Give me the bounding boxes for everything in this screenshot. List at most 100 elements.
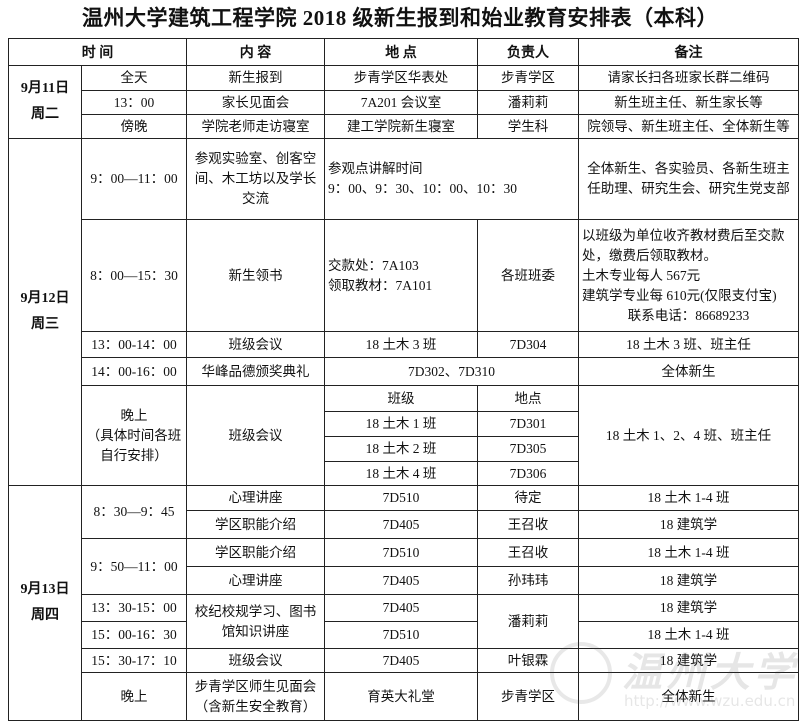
content: 学区职能介绍 — [186, 538, 325, 567]
person: 孙玮玮 — [477, 566, 579, 595]
place: 7D405 — [324, 648, 478, 673]
content: 校纪校规学习、图书馆知识讲座 — [186, 594, 325, 649]
content: 学区职能介绍 — [186, 510, 325, 539]
table-row: 15：30-17：10 班级会议 7D405 叶银霖 18 建筑学 — [9, 648, 799, 673]
content: 学院老师走访寝室 — [186, 114, 325, 139]
time: 晚上 （具体时间各班自行安排） — [81, 385, 187, 486]
person: 王召收 — [477, 510, 579, 539]
place: 7A201 会议室 — [324, 90, 478, 115]
table-row: 14：00-16：00 华峰品德颁奖典礼 7D302、7D310 全体新生 — [9, 357, 799, 386]
place-line: 领取教材：7A101 — [328, 277, 433, 293]
place: 交款处：7A103 领取教材：7A101 — [324, 219, 478, 332]
day3-date-cell: 9月13日周四 — [8, 485, 82, 721]
header-time: 时 间 — [8, 38, 187, 66]
place: 7D301 — [477, 411, 579, 437]
place: 7D405 — [324, 510, 478, 539]
place: 7D510 — [324, 485, 478, 511]
table-row: 9月13日周四 8：30—9：45 心理讲座 7D510 待定 18 土木 1-… — [8, 485, 799, 721]
sub-header-place: 地点 — [477, 385, 579, 412]
time: 晚上 — [81, 672, 187, 721]
table-row: 13：30-15：00 校纪校规学习、图书馆知识讲座 7D405 潘莉莉 18 … — [9, 594, 799, 649]
time: 15：00-16：30 — [81, 621, 187, 649]
time: 14：00-16：00 — [81, 357, 187, 386]
note: 以班级为单位收齐教材费后至交款处，缴费后领取教材。土木专业每人 567元建筑学专… — [578, 219, 799, 332]
person: 潘莉莉 — [477, 90, 579, 115]
place: 7D305 — [477, 436, 579, 462]
weekday: 周二 — [31, 107, 59, 122]
person: 步青学区 — [477, 672, 579, 721]
note-line: 建筑学专业每 610元(仅限支付宝) — [582, 287, 777, 303]
note: 18 土木 3 班、班主任 — [578, 331, 799, 358]
time: 9：50—11：00 — [81, 538, 187, 595]
time: 13：00-14：00 — [81, 331, 187, 358]
table-row: 13：00 家长见面会 7A201 会议室 潘莉莉 新生班主任、新生家长等 — [9, 90, 799, 115]
table-row: 9：50—11：00 学区职能介绍 7D510 王召收 18 土木 1-4 班 — [9, 538, 799, 595]
person: 叶银霖 — [477, 648, 579, 673]
note-line: 联系电话：86689233 — [627, 307, 750, 323]
time: 13：00 — [81, 90, 187, 115]
date: 9月11日 — [20, 81, 70, 96]
person: 待定 — [477, 485, 579, 511]
content: 新生报到 — [186, 65, 325, 91]
content: 华峰品德颁奖典礼 — [186, 357, 325, 386]
header-note: 备注 — [578, 38, 799, 66]
note: 18 建筑学 — [578, 510, 799, 539]
content: 班级会议 — [186, 648, 325, 673]
date: 9月12日 — [20, 291, 70, 306]
note: 18 建筑学 — [578, 648, 799, 673]
note: 新生班主任、新生家长等 — [578, 90, 799, 115]
person: 王召收 — [477, 538, 579, 567]
place: 7D510 — [324, 538, 478, 567]
place: 7D510 — [324, 621, 478, 649]
place: 7D405 — [324, 566, 478, 595]
note: 18 建筑学 — [578, 594, 799, 622]
person: 步青学区 — [477, 65, 579, 91]
note: 18 土木 1-4 班 — [578, 485, 799, 511]
day1-date-cell: 9月11日周二 — [8, 65, 82, 139]
schedule-table: 时 间 内 容 地 点 负责人 备注 9月11日 周二 全天 新生报到 步青学区华… — [8, 38, 799, 721]
time: 8：30—9：45 — [81, 485, 187, 539]
table-row: 8：00—15：30 新生领书 交款处：7A103 领取教材：7A101 各班班委… — [9, 219, 799, 332]
note-line: 以班级为单位收齐教材费后至交款处，缴费后领取教材。 — [582, 227, 785, 263]
note: 全体新生 — [578, 672, 799, 721]
time: 傍晚 — [81, 114, 187, 139]
note: 18 建筑学 — [578, 566, 799, 595]
place: 参观点讲解时间 9：00、9：30、10：00、10：30 — [324, 138, 579, 220]
person: 潘莉莉 — [477, 594, 579, 649]
time: 全天 — [81, 65, 187, 91]
table-row: 晚上 步青学区师生见面会 （含新生安全教育） 育英大礼堂 步青学区 全体新生 — [9, 672, 799, 721]
time: 8：00—15：30 — [81, 219, 187, 332]
note: 全体新生 — [578, 357, 799, 386]
table-row: 15：00-16：30 7D510 18 土木 1-4 班 — [9, 621, 799, 649]
content: 心理讲座 — [186, 566, 325, 595]
time-line: （具体时间各班自行安排） — [86, 427, 182, 463]
table-row: 9月12日 周三 9：00—11：00 参观实验室、创客空间、木工坊以及学长交流 … — [8, 138, 799, 486]
sub-header-class: 班级 — [324, 385, 478, 412]
time: 9：00—11：00 — [81, 138, 187, 220]
place: 18 土木 3 班 — [324, 331, 478, 358]
content: 班级会议 — [186, 331, 325, 358]
table-row: 18 土木 4 班 7D306 — [9, 461, 799, 486]
content-line: （含新生安全教育） — [194, 698, 317, 714]
header-content: 内 容 — [186, 38, 325, 66]
header-person: 负责人 — [477, 38, 579, 66]
table-row: 18 土木 1 班 7D301 — [9, 411, 799, 437]
place: 7D405 — [324, 594, 478, 622]
person: 7D304 — [477, 331, 579, 358]
note-line: 土木专业每人 567元 — [582, 267, 701, 283]
place-line: 参观点讲解时间 — [328, 161, 423, 176]
place: 建工学院新生寝室 — [324, 114, 478, 139]
header-place: 地 点 — [324, 38, 478, 66]
weekday: 周四 — [31, 608, 59, 623]
content: 班级会议 — [186, 385, 325, 486]
content: 家长见面会 — [186, 90, 325, 115]
date: 9月13日 — [20, 582, 70, 597]
table-row: 傍晚 学院老师走访寝室 建工学院新生寝室 学生科 院领导、新生班主任、全体新生等 — [9, 114, 799, 139]
day2-date-cell: 9月12日周三 — [8, 138, 82, 486]
weekday: 周三 — [31, 317, 59, 332]
person: 学生科 — [477, 114, 579, 139]
place: 步青学区华表处 — [324, 65, 478, 91]
place-line: 交款处：7A103 — [328, 257, 419, 273]
page-title: 温州大学建筑工程学院 2018 级新生报到和始业教育安排表（本科） — [82, 6, 718, 30]
content-line: 步青学区师生见面会 — [194, 678, 317, 694]
